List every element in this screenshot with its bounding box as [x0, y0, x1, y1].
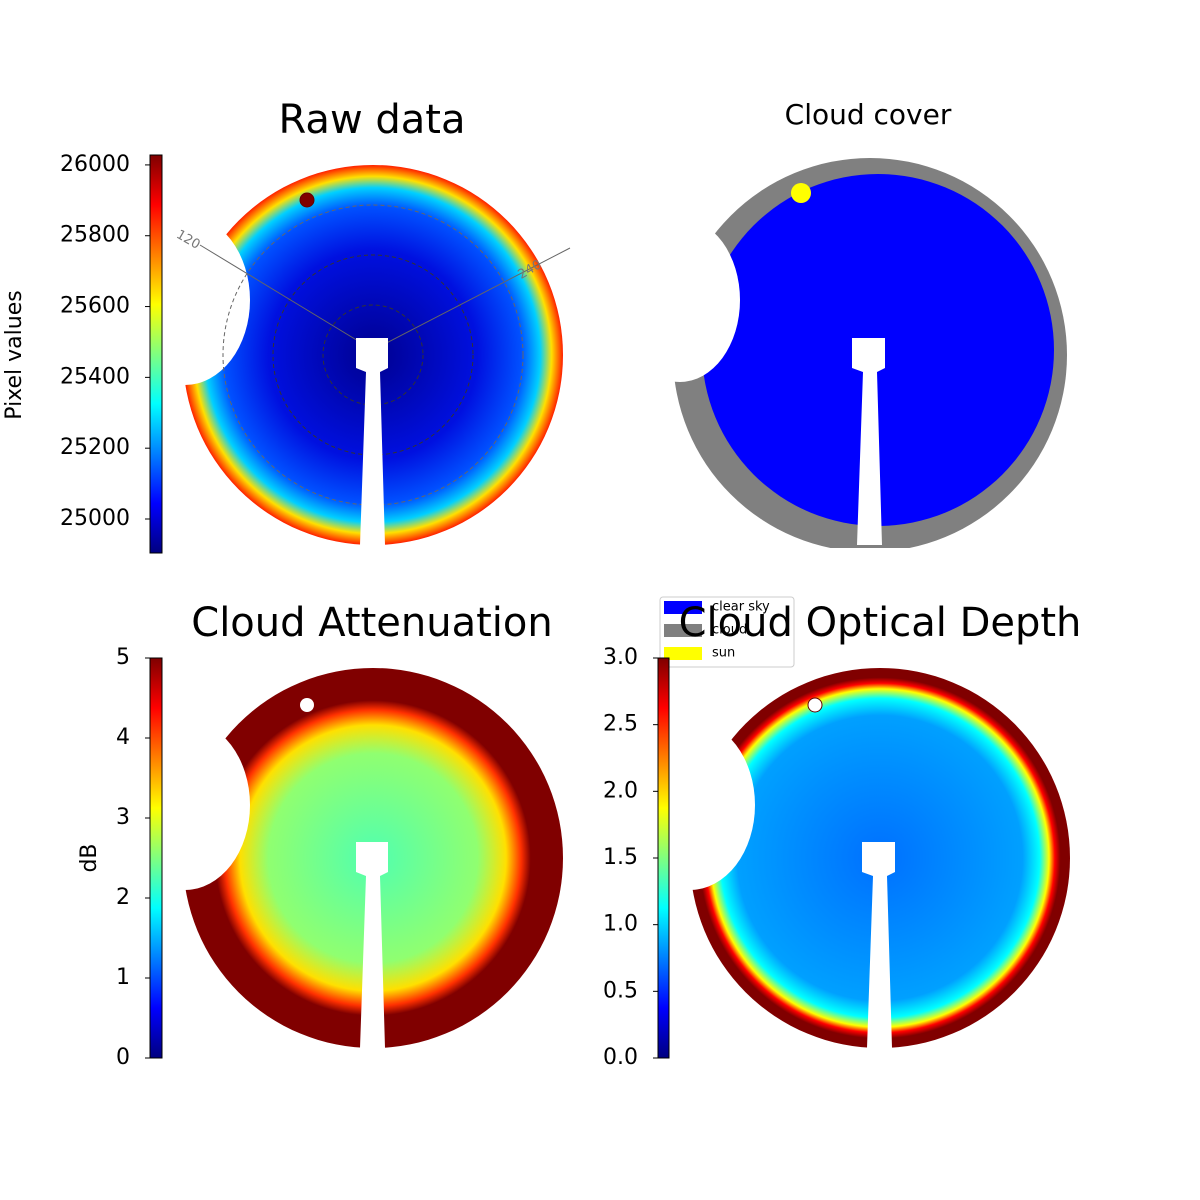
legend-patch: [664, 624, 702, 637]
panel-title: Raw data: [279, 97, 466, 143]
colorbar-tick-label: 25200: [60, 435, 130, 460]
colorbar-tick-label: 26000: [60, 152, 130, 177]
colorbar-tick-label: 25400: [60, 364, 130, 389]
panel-title: Cloud Optical Depth: [679, 600, 1082, 646]
colorbar-tick-label: 0: [116, 1045, 130, 1070]
colorbar-tick-label: 2.0: [603, 778, 638, 803]
raw-image: [120, 165, 571, 556]
colorbar: [149, 154, 163, 554]
colorbar-label: dB: [77, 843, 102, 872]
cloud-cover-image: [620, 158, 1067, 552]
colorbar-tick-label: 1: [116, 965, 130, 990]
colorbar-tick-label: 1.5: [603, 845, 638, 870]
legend-patch: [664, 647, 702, 660]
colorbar-tick-label: 3.0: [603, 645, 638, 670]
colorbar-tick-label: 3: [116, 805, 130, 830]
mast-masks: [160, 338, 1090, 1068]
colorbar-tick-label: 2.5: [603, 712, 638, 737]
legend-label: clear sky: [712, 600, 770, 615]
colorbar: [149, 657, 163, 1059]
colorbar-tick-label: 2: [116, 885, 130, 910]
colorbar-tick-label: 4: [116, 725, 130, 750]
legend-label: cloud: [712, 623, 747, 638]
colorbar-tick-label: 25800: [60, 223, 130, 248]
colorbar-tick-label: 5: [116, 645, 130, 670]
attenuation-image: [120, 668, 563, 1048]
colorbar: [657, 657, 670, 1059]
colorbar-label: Pixel values: [2, 290, 27, 419]
panel-title: Cloud cover: [785, 98, 952, 131]
colorbar-tick-label: 25000: [60, 506, 130, 531]
colorbar-tick-label: 1.0: [603, 912, 638, 937]
optical-depth-image: [625, 668, 1070, 1048]
panel-title: Cloud Attenuation: [191, 600, 552, 646]
colorbar-tick-label: 0.0: [603, 1045, 638, 1070]
legend-label: sun: [712, 646, 735, 661]
colorbar-tick-label: 25600: [60, 294, 130, 319]
colorbar-tick-label: 0.5: [603, 978, 638, 1003]
legend-patch: [664, 601, 702, 614]
